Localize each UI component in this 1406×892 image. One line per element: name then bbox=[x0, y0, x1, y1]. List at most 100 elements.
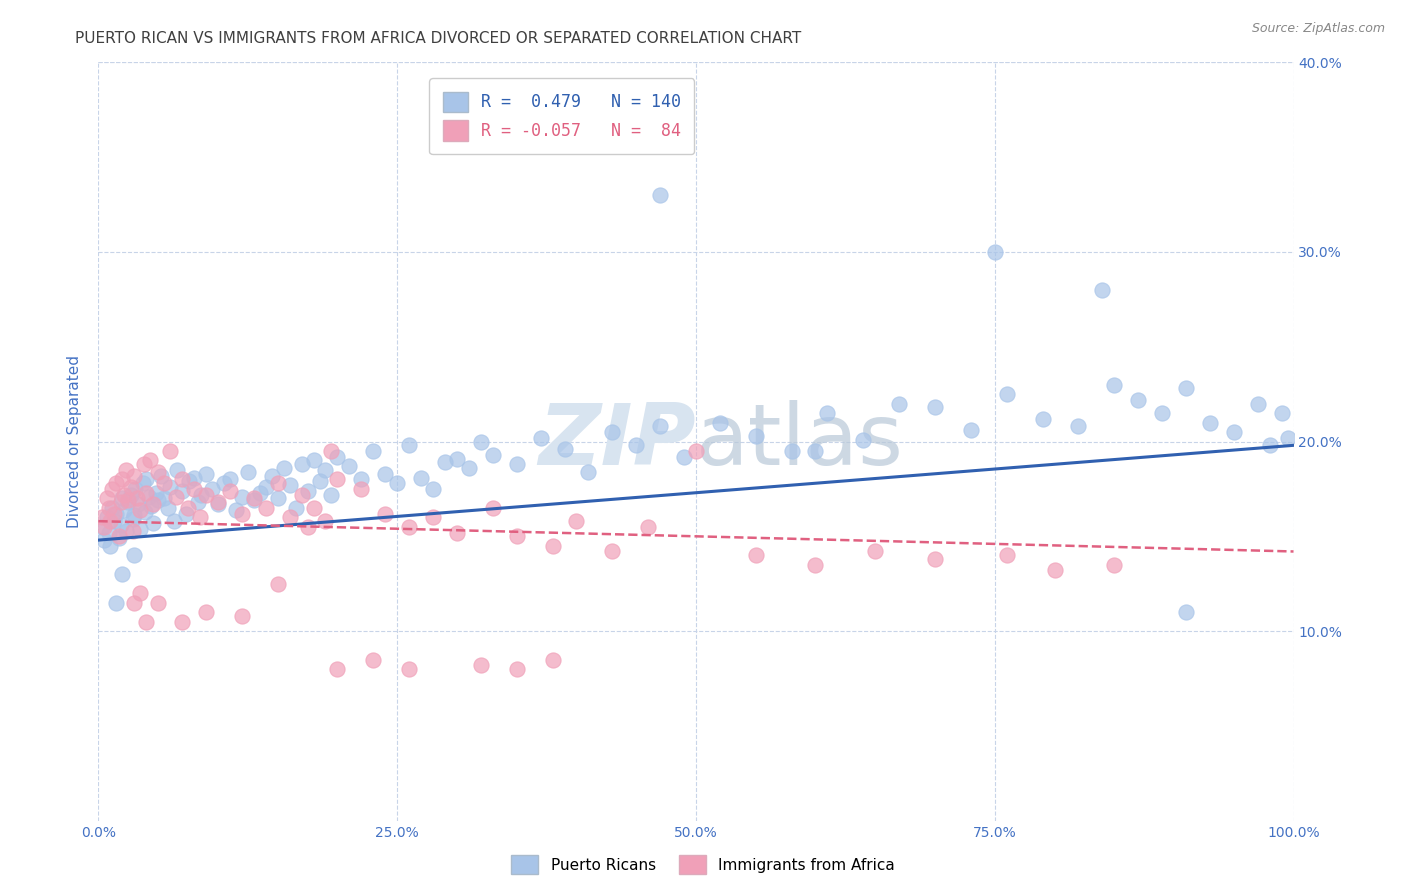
Point bbox=[148, 596, 170, 610]
Point bbox=[124, 508, 146, 523]
Point bbox=[254, 500, 277, 515]
Point bbox=[470, 434, 492, 449]
Point bbox=[236, 465, 259, 479]
Point bbox=[1043, 564, 1066, 578]
Point bbox=[995, 548, 1018, 563]
Point bbox=[1199, 416, 1222, 430]
Point bbox=[321, 444, 343, 458]
Point bbox=[91, 510, 114, 524]
Point bbox=[1032, 412, 1054, 426]
Point bbox=[159, 480, 181, 494]
Point bbox=[231, 507, 253, 521]
Point bbox=[148, 493, 170, 508]
Point bbox=[889, 396, 911, 410]
Point bbox=[482, 500, 505, 515]
Point bbox=[326, 473, 349, 487]
Point bbox=[120, 480, 142, 494]
Point bbox=[1067, 419, 1090, 434]
Point bbox=[117, 493, 139, 508]
Point bbox=[650, 419, 672, 434]
Point bbox=[506, 457, 529, 471]
Point bbox=[315, 463, 337, 477]
Point bbox=[422, 482, 444, 496]
Point bbox=[131, 476, 153, 491]
Point bbox=[1277, 431, 1299, 445]
Point bbox=[267, 476, 290, 491]
Point bbox=[278, 478, 301, 492]
Point bbox=[115, 524, 138, 538]
Point bbox=[135, 615, 157, 629]
Point bbox=[326, 662, 349, 676]
Point bbox=[1223, 425, 1246, 439]
Point bbox=[315, 514, 337, 528]
Point bbox=[398, 662, 420, 676]
Point bbox=[308, 475, 330, 489]
Point bbox=[187, 495, 209, 509]
Point bbox=[745, 429, 768, 443]
Point bbox=[190, 487, 212, 501]
Point bbox=[243, 491, 266, 506]
Point bbox=[172, 483, 194, 498]
Point bbox=[201, 482, 224, 496]
Point bbox=[267, 576, 290, 591]
Point bbox=[115, 463, 138, 477]
Point bbox=[506, 662, 529, 676]
Point bbox=[291, 487, 314, 501]
Point bbox=[482, 448, 505, 462]
Point bbox=[207, 497, 229, 511]
Point bbox=[165, 490, 187, 504]
Point bbox=[637, 520, 659, 534]
Point bbox=[207, 495, 229, 509]
Point bbox=[326, 450, 349, 464]
Point bbox=[411, 470, 433, 484]
Point bbox=[1128, 392, 1150, 407]
Legend: R =  0.479   N = 140, R = -0.057   N =  84: R = 0.479 N = 140, R = -0.057 N = 84 bbox=[429, 78, 695, 154]
Point bbox=[122, 512, 145, 526]
Point bbox=[107, 531, 129, 545]
Point bbox=[578, 465, 600, 479]
Point bbox=[297, 483, 319, 498]
Point bbox=[278, 510, 301, 524]
Point bbox=[129, 503, 152, 517]
Point bbox=[96, 510, 118, 524]
Point bbox=[166, 463, 188, 477]
Point bbox=[183, 482, 205, 496]
Point bbox=[960, 423, 983, 437]
Point bbox=[422, 510, 444, 524]
Point bbox=[124, 596, 146, 610]
Point bbox=[132, 457, 155, 471]
Point bbox=[124, 548, 146, 563]
Point bbox=[100, 482, 122, 496]
Point bbox=[506, 529, 529, 543]
Point bbox=[96, 491, 118, 506]
Point bbox=[374, 467, 396, 481]
Point bbox=[122, 524, 145, 538]
Y-axis label: Divorced or Separated: Divorced or Separated bbox=[67, 355, 83, 528]
Point bbox=[93, 520, 115, 534]
Point bbox=[852, 433, 875, 447]
Point bbox=[105, 476, 128, 491]
Point bbox=[105, 596, 128, 610]
Point bbox=[602, 425, 624, 439]
Point bbox=[103, 514, 125, 528]
Point bbox=[685, 444, 707, 458]
Point bbox=[541, 539, 564, 553]
Point bbox=[745, 548, 768, 563]
Point bbox=[142, 516, 165, 530]
Point bbox=[138, 490, 160, 504]
Point bbox=[195, 487, 218, 501]
Point bbox=[446, 451, 468, 466]
Point bbox=[134, 505, 156, 519]
Point bbox=[984, 244, 1007, 259]
Point bbox=[1271, 406, 1294, 420]
Point bbox=[159, 444, 181, 458]
Point bbox=[231, 608, 253, 623]
Point bbox=[107, 529, 129, 543]
Point bbox=[291, 457, 314, 471]
Point bbox=[554, 442, 576, 456]
Point bbox=[302, 500, 325, 515]
Point bbox=[626, 438, 648, 452]
Text: ZIP: ZIP bbox=[538, 400, 696, 483]
Point bbox=[219, 473, 242, 487]
Point bbox=[195, 605, 218, 619]
